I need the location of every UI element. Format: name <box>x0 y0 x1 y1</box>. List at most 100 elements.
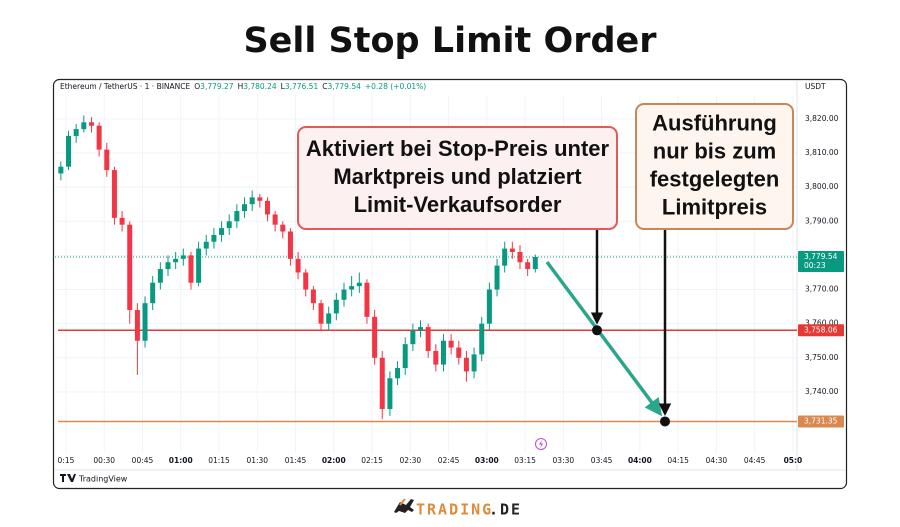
candle-body <box>58 166 64 174</box>
last-price-tag <box>798 250 844 272</box>
candle-body <box>356 282 362 287</box>
x-tick-label: 02:00 <box>322 456 346 465</box>
footer: TradingView <box>78 475 128 484</box>
x-tick-label: 04:00 <box>628 456 652 465</box>
x-tick-label: 0:15 <box>58 456 75 465</box>
candle-body <box>234 211 240 222</box>
event-icon <box>535 438 547 450</box>
candle-body <box>150 282 156 304</box>
candle-body <box>287 231 293 259</box>
candle-body <box>173 258 179 263</box>
x-tick-label: 01:00 <box>169 456 193 465</box>
x-tick-label: 01:15 <box>208 456 230 465</box>
x-tick-label: 04:30 <box>706 456 728 465</box>
candle-body <box>333 299 339 314</box>
candle-body <box>456 347 462 358</box>
currency: USDT <box>805 82 826 91</box>
candle-body <box>525 262 531 270</box>
candle-body <box>486 289 492 324</box>
candle-body <box>81 122 87 130</box>
candle-body <box>448 340 454 348</box>
x-tick-label: 04:45 <box>744 456 766 465</box>
candle-body <box>264 200 270 215</box>
annotation-box <box>635 103 794 230</box>
annotation-text: Marktpreis und platziert <box>333 164 582 189</box>
annotation-text: nur bis zum <box>653 138 776 163</box>
candle-body <box>88 122 94 126</box>
candle-body <box>211 234 217 242</box>
stop-point <box>592 325 602 336</box>
candle-body <box>249 197 255 205</box>
candle-body <box>402 344 408 369</box>
candle-body <box>418 327 424 331</box>
x-tick-label: 02:45 <box>438 456 460 465</box>
candle-body <box>410 330 416 345</box>
y-tick-label: 3,800.00 <box>805 182 839 191</box>
candle-body <box>326 313 332 324</box>
ohlc-value: 3,776.51 <box>285 82 319 91</box>
candle-body <box>372 316 378 358</box>
annotation-text: Aktiviert bei Stop-Preis unter <box>306 136 610 161</box>
candle-body <box>303 272 309 290</box>
candle-body <box>502 248 508 266</box>
logo-tld: .DE <box>489 501 522 519</box>
ohlc-key: O <box>194 82 200 91</box>
x-tick-label: 01:45 <box>285 456 307 465</box>
price-tag <box>798 324 844 337</box>
price-tag <box>798 415 844 428</box>
annotation-text: Limit-Verkaufsorder <box>354 192 562 217</box>
candle-body <box>242 204 248 212</box>
ohlc-key: L <box>281 82 286 91</box>
candle-body <box>425 327 431 351</box>
candle-body <box>142 303 148 341</box>
x-tick-label: 03:15 <box>514 456 536 465</box>
x-tick-label: 00:30 <box>93 456 115 465</box>
candle-body <box>134 310 140 341</box>
candle-body <box>96 125 102 150</box>
x-tick-label: 03:45 <box>591 456 613 465</box>
candle-body <box>395 368 401 379</box>
candle-body <box>66 135 72 167</box>
candle-body <box>196 248 202 283</box>
x-tick-label: 05:0 <box>784 456 803 465</box>
ohlc-value: 3,780.24 <box>243 82 277 91</box>
candle-body <box>280 224 286 232</box>
y-tick-label: 3,740.00 <box>805 387 839 396</box>
limit-point <box>660 416 670 427</box>
candle-body <box>479 323 485 355</box>
x-tick-label: 04:15 <box>667 456 689 465</box>
last-price-label: 3,779.54 <box>804 252 838 261</box>
candle-body <box>509 248 515 252</box>
candle-body <box>341 289 347 300</box>
y-tick-label: 3,790.00 <box>805 216 839 225</box>
y-tick-label: 3,750.00 <box>805 353 839 362</box>
y-tick-label: 3,760.00 <box>805 319 839 328</box>
logo-brand: TRADING <box>416 501 493 519</box>
countdown: 00:23 <box>804 261 826 270</box>
candle-body <box>364 282 370 317</box>
candle-body <box>387 378 393 409</box>
candle-body <box>111 170 117 218</box>
annotation-text: Limitpreis <box>662 194 767 219</box>
page-title: Sell Stop Limit Order <box>243 21 657 61</box>
candle-body <box>165 262 171 270</box>
candle-body <box>272 214 278 225</box>
candle-body <box>517 251 523 263</box>
candle-body <box>104 149 110 171</box>
candle-body <box>203 241 209 249</box>
ohlc-value: 3,779.54 <box>327 82 361 91</box>
symbol-header: Ethereum / TetherUS · 1 · BINANCE O3,779.… <box>60 82 426 91</box>
y-tick-label: 3,820.00 <box>805 114 839 123</box>
annotation-text: festgelegten <box>650 166 780 191</box>
x-tick-label: 03:00 <box>475 456 499 465</box>
candle-body <box>433 350 439 365</box>
candle-body <box>471 354 477 372</box>
annotation-box <box>297 126 618 230</box>
candle-body <box>494 265 500 290</box>
candle-body <box>295 258 301 273</box>
change: +0.28 (+0.01%) <box>365 82 426 91</box>
candle-body <box>257 197 263 201</box>
ohlc-key: C <box>322 82 327 91</box>
candle-body <box>532 256 538 270</box>
y-tick-label: 3,810.00 <box>805 148 839 157</box>
